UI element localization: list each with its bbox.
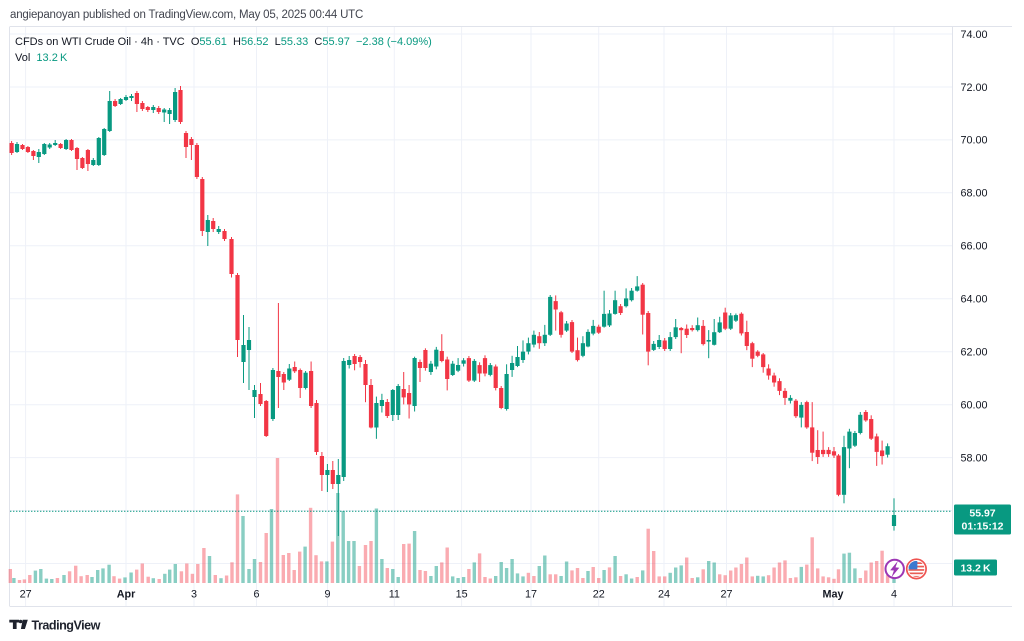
svg-text:58.00: 58.00 [961, 452, 988, 464]
svg-text:60.00: 60.00 [961, 400, 988, 412]
svg-text:Apr: Apr [117, 589, 136, 601]
svg-text:9: 9 [324, 589, 330, 601]
svg-text:72.00: 72.00 [961, 82, 988, 94]
svg-text:3: 3 [191, 589, 197, 601]
svg-text:6: 6 [253, 589, 259, 601]
svg-text:22: 22 [593, 589, 605, 601]
svg-text:CFDs on WTI Crude Oil · 4h · T: CFDs on WTI Crude Oil · 4h · TVC O55.61 … [15, 36, 432, 48]
svg-text:66.00: 66.00 [961, 241, 988, 253]
svg-text:angiepanoyan published on Trad: angiepanoyan published on TradingView.co… [10, 9, 363, 21]
svg-text:27: 27 [20, 589, 32, 601]
svg-text:70.00: 70.00 [961, 135, 988, 147]
svg-text:15: 15 [456, 589, 468, 601]
svg-text:24: 24 [658, 589, 670, 601]
svg-text:68.00: 68.00 [961, 188, 988, 200]
svg-text:17: 17 [525, 589, 537, 601]
svg-text:64.00: 64.00 [961, 294, 988, 306]
svg-text:01:15:12: 01:15:12 [961, 521, 1003, 533]
svg-text:27: 27 [720, 589, 732, 601]
svg-text:May: May [822, 589, 843, 601]
svg-text:4: 4 [891, 589, 897, 601]
svg-text:55.97: 55.97 [969, 508, 995, 520]
svg-text:74.00: 74.00 [961, 29, 988, 41]
svg-text:11: 11 [389, 589, 400, 601]
svg-text:Vol 13.2 K: Vol 13.2 K [15, 52, 68, 64]
svg-text:13.2 K: 13.2 K [960, 563, 991, 575]
svg-text:62.00: 62.00 [961, 347, 988, 359]
svg-text:TradingView: TradingView [32, 619, 101, 633]
